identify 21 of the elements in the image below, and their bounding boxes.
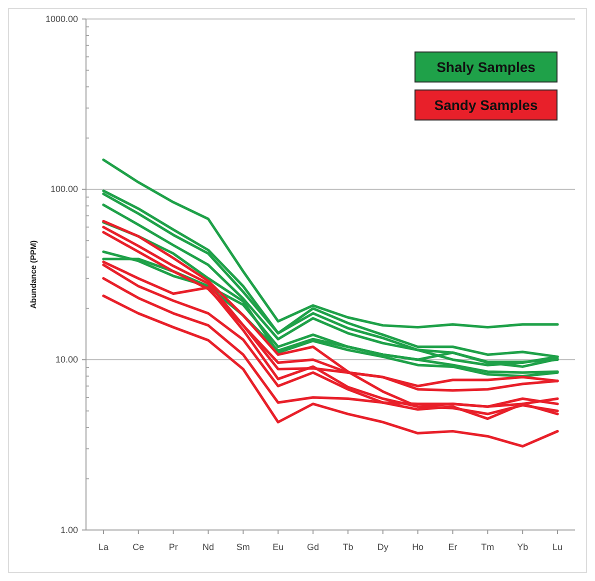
- x-tick-label: Ho: [412, 542, 424, 552]
- x-tick-label: Er: [448, 542, 458, 552]
- y-tick-label: 100.00: [50, 184, 78, 194]
- x-tick-label: Tm: [481, 542, 494, 552]
- x-tick-label: Tb: [342, 542, 354, 552]
- x-tick-label: Ce: [132, 542, 144, 552]
- x-tick-label: Lu: [552, 542, 563, 552]
- x-tick-label: Gd: [307, 542, 320, 552]
- y-tick-label: 1.00: [60, 524, 78, 535]
- text: Sandy Samples: [434, 96, 538, 113]
- text: Shaly Samples: [436, 58, 536, 75]
- x-tick-label: Eu: [272, 542, 284, 552]
- y-tick-label: 10.00: [55, 354, 78, 365]
- x-tick-label: La: [98, 542, 108, 552]
- x-tick-label: Yb: [517, 542, 528, 552]
- x-tick-label: Nd: [202, 542, 214, 552]
- y-tick-label: 1000.00: [45, 14, 78, 24]
- x-tick-label: Sm: [236, 542, 250, 552]
- x-tick-label: Pr: [168, 542, 178, 552]
- x-tick-label: Dy: [377, 542, 389, 552]
- y-axis-title: Abundance (PPM): [29, 240, 38, 309]
